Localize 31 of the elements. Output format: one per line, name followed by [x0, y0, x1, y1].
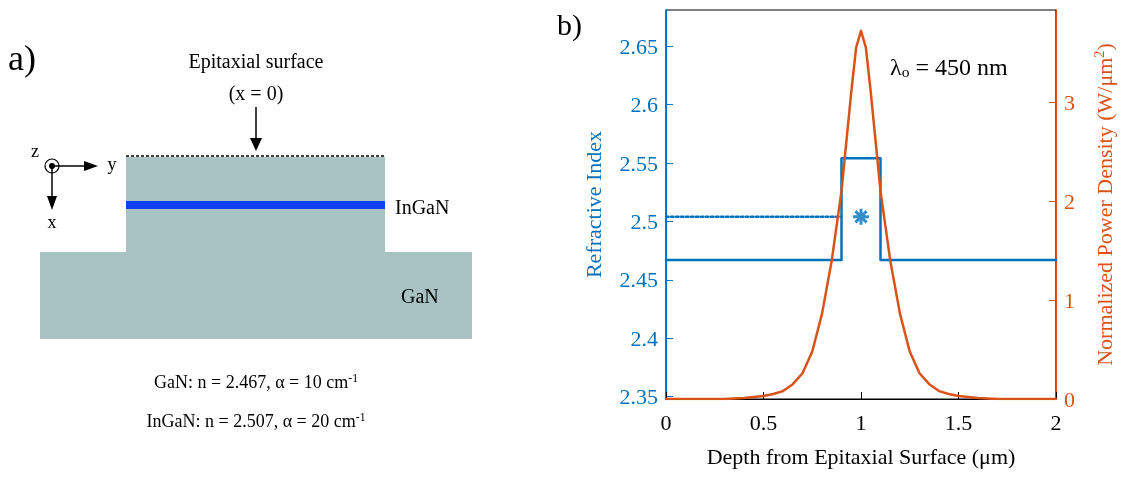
y2-tick-label: 0 [1064, 386, 1075, 412]
x-axis-title: Depth from Epitaxial Surface (μm) [706, 443, 1016, 469]
y-axis-title: Refractive Index [580, 130, 606, 279]
y2-tick-label: 2 [1064, 188, 1075, 214]
text: y [107, 154, 117, 174]
x-tick-label: 2 [1050, 409, 1062, 435]
annotation: λo = 450 nm [890, 54, 1008, 81]
y-tick-label: 2.65 [619, 33, 658, 59]
x-tick-label: 1 [855, 409, 867, 435]
y-tick-label: 2.5 [630, 208, 658, 234]
y-tick-label: 2.45 [619, 267, 658, 293]
text: Epitaxial surface [188, 50, 324, 73]
y2-tick-label: 1 [1064, 287, 1075, 313]
x-tick-label: 1.5 [944, 409, 973, 435]
text: (x = 0) [228, 82, 284, 105]
text: GaN: n = 2.467, α = 10 cm$^{-1}$ [154, 371, 359, 392]
chart-title: b) [557, 7, 582, 42]
y2-axis-title: Normalized Power Density (W/μm2) [1091, 43, 1117, 366]
x-tick-label: 0.5 [749, 409, 778, 435]
text: InGaN: n = 2.507, α = 20 cm$^{-1}$ [146, 410, 366, 431]
y-tick-label: 2.55 [619, 150, 658, 176]
x-tick-label: 0 [660, 409, 672, 435]
text: x [47, 212, 57, 232]
y-tick-label: 2.6 [630, 92, 658, 118]
text: InGaN [395, 196, 450, 218]
text: GaN [401, 285, 439, 307]
y2-tick-label: 3 [1064, 89, 1075, 115]
y-tick-label: 2.4 [630, 325, 658, 351]
text: a) [8, 38, 36, 78]
text: z [31, 141, 39, 161]
y-tick-label: 2.35 [619, 384, 658, 410]
